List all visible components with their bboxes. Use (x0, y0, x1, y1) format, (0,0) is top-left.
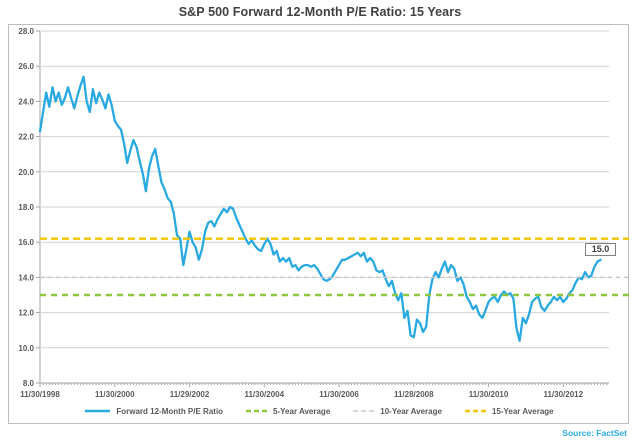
legend-label: 10-Year Average (380, 406, 442, 416)
y-tick-label: 28.0 (18, 27, 34, 36)
legend-item-forward-pe: Forward 12-Month P/E Ratio (84, 407, 223, 416)
x-tick-label: 11/28/2008 (394, 390, 434, 399)
y-tick-label: 26.0 (18, 62, 34, 71)
y-tick-label: 12.0 (18, 309, 34, 318)
y-tick-label: 10.0 (18, 344, 34, 353)
x-tick-label: 11/30/2000 (95, 390, 135, 399)
x-tick-label: 11/30/2012 (543, 390, 583, 399)
y-tick-label: 18.0 (18, 203, 34, 212)
legend-item-15yr-average: 15-Year Average (464, 407, 554, 416)
x-tick-label: 11/29/2002 (170, 390, 210, 399)
legend-swatch-line-icon (85, 409, 111, 413)
y-tick-label: 8.0 (23, 379, 35, 388)
y-tick-label: 14.0 (18, 273, 34, 282)
y-tick-label: 20.0 (18, 168, 34, 177)
legend-label: 15-Year Average (491, 406, 554, 416)
latest-value-label: 15.0 (585, 243, 616, 256)
y-tick-label: 16.0 (18, 238, 34, 247)
legend-swatch-dash-icon (464, 409, 486, 413)
chart-title: S&P 500 Forward 12-Month P/E Ratio: 15 Y… (178, 5, 462, 19)
legend-swatch-dash-icon (246, 409, 268, 413)
legend-label: Forward 12-Month P/E Ratio (116, 406, 224, 416)
x-tick-label: 11/30/2006 (319, 390, 359, 399)
legend: Forward 12-Month P/E Ratio 5-Year Averag… (9, 402, 629, 420)
y-tick-label: 22.0 (18, 133, 34, 142)
legend-item-10yr-average: 10-Year Average (352, 407, 442, 416)
x-tick-label: 11/30/2010 (469, 390, 509, 399)
legend-label: 5-Year Average (273, 406, 331, 416)
source-credit: Source: FactSet (562, 428, 627, 438)
legend-item-5yr-average: 5-Year Average (245, 407, 330, 416)
x-tick-label: 11/30/1998 (20, 390, 60, 399)
chart-frame (8, 24, 629, 424)
x-tick-label: 11/30/2004 (244, 390, 284, 399)
y-tick-label: 24.0 (18, 97, 34, 106)
forward-pe-line (38, 75, 602, 342)
legend-swatch-dash-icon (353, 410, 375, 412)
